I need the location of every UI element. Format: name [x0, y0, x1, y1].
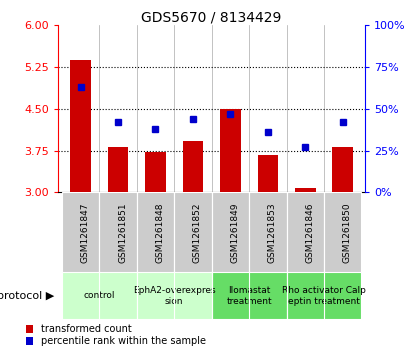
Text: GSM1261853: GSM1261853: [268, 202, 277, 263]
Text: GSM1261849: GSM1261849: [230, 202, 239, 262]
Text: GSM1261852: GSM1261852: [193, 202, 202, 262]
Bar: [99, 192, 137, 272]
Bar: [108, 147, 128, 192]
Text: GSM1261851: GSM1261851: [118, 202, 127, 263]
Bar: [145, 152, 166, 192]
Bar: [62, 192, 99, 272]
Text: GSM1261846: GSM1261846: [305, 202, 314, 262]
Text: GSM1261850: GSM1261850: [343, 202, 352, 263]
Text: protocol ▶: protocol ▶: [0, 291, 54, 301]
Bar: [183, 141, 203, 192]
Bar: [212, 272, 286, 319]
Bar: [212, 192, 249, 272]
Bar: [324, 192, 361, 272]
Bar: [295, 188, 315, 192]
Bar: [62, 272, 137, 319]
Bar: [70, 61, 91, 192]
Text: GSM1261848: GSM1261848: [156, 202, 164, 262]
Bar: [137, 272, 212, 319]
Legend: transformed count, percentile rank within the sample: transformed count, percentile rank withi…: [26, 324, 206, 346]
Text: Rho activator Calp
eptin treatment: Rho activator Calp eptin treatment: [282, 286, 366, 306]
Bar: [174, 192, 212, 272]
Text: EphA2-overexpres
sion: EphA2-overexpres sion: [133, 286, 215, 306]
Bar: [249, 192, 286, 272]
Text: Ilomastat
treatment: Ilomastat treatment: [226, 286, 272, 306]
Text: GSM1261847: GSM1261847: [81, 202, 90, 262]
Text: control: control: [83, 291, 115, 300]
Bar: [332, 147, 353, 192]
Bar: [286, 272, 361, 319]
Bar: [286, 192, 324, 272]
Bar: [220, 109, 241, 192]
Title: GDS5670 / 8134429: GDS5670 / 8134429: [142, 10, 282, 24]
Bar: [137, 192, 174, 272]
Bar: [258, 155, 278, 192]
